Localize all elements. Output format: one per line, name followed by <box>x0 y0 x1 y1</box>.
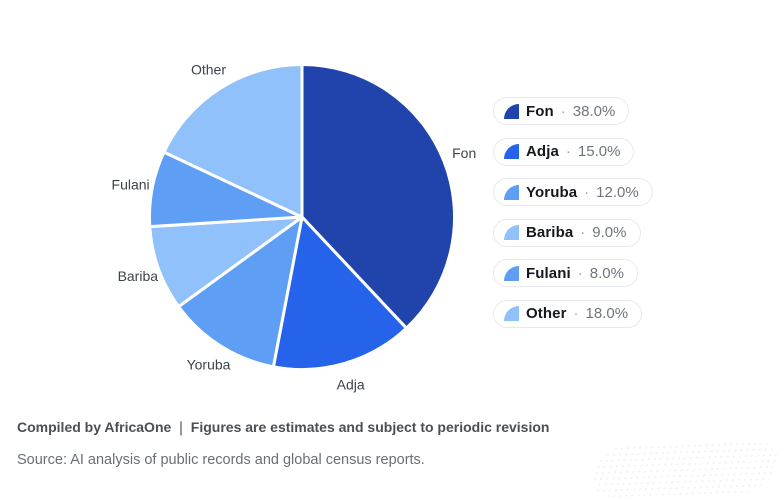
slice-label-other: Other <box>191 62 226 78</box>
legend-separator: · <box>584 183 590 201</box>
pie-slice-icon <box>504 265 519 281</box>
pie-slice-icon <box>504 184 519 200</box>
legend-label: Bariba <box>526 224 574 241</box>
pie-slice-adja[interactable] <box>271 215 408 371</box>
legend-separator: · <box>565 143 571 160</box>
slice-label-fulani: Fulani <box>112 176 150 192</box>
legend: Fon · 38.0% Adja · 15.0% Yoruba · 12.0% … <box>493 97 653 328</box>
legend-label: Adja <box>526 143 559 160</box>
legend-label: Other <box>526 305 567 322</box>
legend-value: 9.0% <box>592 224 627 241</box>
legend-separator: · <box>560 102 566 120</box>
legend-separator: · <box>577 264 583 282</box>
pie-slice-icon <box>504 225 519 240</box>
legend-label: Fulani <box>526 264 571 282</box>
slice-label-fon: Fon <box>452 145 476 161</box>
legend-value: 15.0% <box>577 143 621 160</box>
pie-chart: Fon Adja Yoruba Bariba Fulani Other <box>112 62 477 393</box>
slice-label-adja: Adja <box>337 377 365 393</box>
pie-slice-bariba[interactable] <box>148 215 304 309</box>
legend-item-other[interactable]: Other · 18.0% <box>493 299 643 328</box>
legend-value: 18.0% <box>585 305 629 322</box>
legend-item-fon[interactable]: Fon · 38.0% <box>493 97 630 125</box>
pie-slice-other[interactable] <box>162 63 304 219</box>
legend-item-bariba[interactable]: Bariba · 9.0% <box>493 218 641 247</box>
footer-attribution: Compiled by AfricaOne ❘ Figures are esti… <box>17 419 550 435</box>
slice-label-bariba: Bariba <box>118 268 159 284</box>
pie-slice-icon <box>504 306 519 321</box>
pie-slice-yoruba[interactable] <box>177 215 304 369</box>
pie-slice-icon <box>504 103 519 119</box>
footer: Compiled by AfricaOne ❘ Figures are esti… <box>17 418 767 470</box>
legend-label: Yoruba <box>526 183 578 201</box>
pie-slice-fon[interactable] <box>300 63 457 330</box>
legend-separator: · <box>573 305 579 322</box>
legend-label: Fon <box>526 102 554 120</box>
slice-label-yoruba: Yoruba <box>187 356 231 372</box>
legend-separator: · <box>580 224 586 241</box>
legend-value: 12.0% <box>596 183 639 201</box>
watermark <box>586 439 784 499</box>
legend-item-yoruba[interactable]: Yoruba · 12.0% <box>493 178 653 206</box>
legend-item-fulani[interactable]: Fulani · 8.0% <box>493 259 638 287</box>
legend-item-adja[interactable]: Adja · 15.0% <box>493 137 635 166</box>
footer-source: Source: AI analysis of public records an… <box>17 452 425 469</box>
pie-slice-icon <box>504 144 519 159</box>
legend-value: 38.0% <box>572 102 616 120</box>
legend-value: 8.0% <box>589 264 624 282</box>
